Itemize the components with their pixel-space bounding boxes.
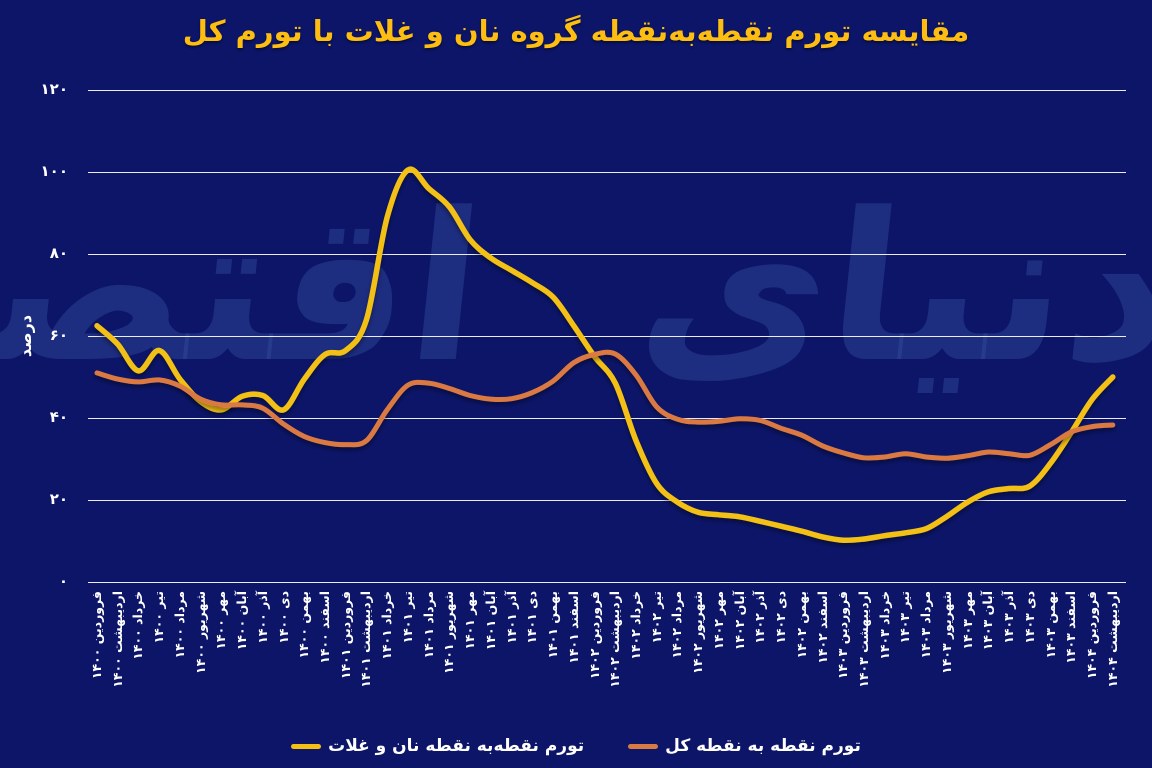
x-tick-label: اردیبهشت ۱۴۰۴ [1104,591,1120,688]
total-inflation-line [94,349,1116,461]
x-tick-label: دی ۱۴۰۳ [1021,591,1037,644]
x-tick-label: آبان ۱۴۰۳ [980,591,996,651]
x-tick-label: اسفند ۱۴۰۳ [1063,591,1079,664]
x-tick-label: خرداد ۱۴۰۱ [379,591,395,660]
x-tick-label: اردیبهشت ۱۴۰۲ [607,591,623,688]
gridline-0 [88,582,1126,583]
x-tick-label: تیر ۱۴۰۲ [648,591,664,644]
x-tick-label: بهمن ۱۴۰۰ [296,591,312,659]
x-tick-label: تیر ۱۴۰۳ [897,591,913,644]
x-tick-label: مهر ۱۴۰۲ [710,591,726,650]
x-tick-label: مهر ۱۴۰۰ [213,591,229,650]
y-tick-label: ۲۰ [49,490,68,508]
legend-item-bread-cereals: تورم نقطه‌به نقطه نان و غلات [291,736,584,756]
legend: تورم نقطه‌به نقطه نان و غلات تورم نقطه ب… [0,736,1152,756]
x-tick-label: خرداد ۱۴۰۰ [130,591,146,660]
x-tick-label: اسفند ۱۴۰۲ [814,591,830,664]
x-tick-label: خرداد ۱۴۰۲ [627,591,643,660]
x-tick-label: آذر ۱۴۰۱ [503,591,519,644]
y-tick-label: ۸۰ [49,244,68,262]
y-tick-label: ۴۰ [49,408,68,426]
y-axis-title: درصد [16,314,35,358]
x-tick-label: مرداد ۱۴۰۳ [918,591,934,659]
x-tick-label: تیر ۱۴۰۱ [399,591,415,644]
x-tick-label: اردیبهشت ۱۴۰۳ [856,591,871,688]
x-tick-label: آبان ۱۴۰۱ [482,591,498,651]
y-tick-label: ۰ [58,572,68,590]
x-tick-label: دی ۱۴۰۱ [524,591,540,644]
total-line-marker [628,743,659,749]
x-tick-label: مرداد ۱۴۰۱ [420,591,436,659]
x-tick-label: فروردین ۱۴۰۲ [586,591,602,680]
x-tick-label: شهریور ۱۴۰۲ [690,591,706,674]
x-tick-label: بهمن ۱۴۰۳ [1042,591,1058,659]
gridline-60 [88,336,1126,337]
legend-label-bread-cereals: تورم نقطه‌به نقطه نان و غلات [328,736,585,756]
x-tick-label: خرداد ۱۴۰۳ [876,591,892,660]
x-tick-label: اردیبهشت ۱۴۰۰ [109,591,125,688]
x-tick-label: مرداد ۱۴۰۲ [669,591,685,659]
y-tick-label: ۶۰ [49,326,68,344]
x-tick-label: مهر ۱۴۰۱ [462,591,478,650]
x-tick-label: آذر ۱۴۰۰ [254,591,270,644]
gridline-40 [88,418,1126,419]
bread-cereals-inflation-line [94,166,1116,544]
x-tick-label: شهریور ۱۴۰۱ [441,591,457,674]
gridline-20 [88,500,1126,501]
x-tick-label: دی ۱۴۰۲ [773,591,789,644]
x-tick-label: آذر ۱۴۰۳ [1001,591,1017,644]
chart-title: مقایسه تورم نقطه‌به‌نقطه گروه نان و غلات… [182,14,970,48]
y-tick-label: ۱۲۰ [40,80,68,98]
gridline-100 [88,172,1126,173]
x-tick-label: شهریور ۱۴۰۰ [192,591,208,674]
x-tick-label: اسفند ۱۴۰۰ [317,591,333,664]
x-tick-label: مرداد ۱۴۰۰ [171,591,187,659]
x-tick-label: فروردین ۱۴۰۳ [835,591,851,680]
x-tick-label: بهمن ۱۴۰۲ [793,591,809,659]
gridline-80 [88,254,1126,255]
x-tick-label: تیر ۱۴۰۰ [151,591,167,644]
x-tick-label: فروردین ۱۴۰۴ [1084,591,1100,680]
x-tick-label: دی ۱۴۰۰ [275,591,291,644]
x-tick-label: مهر ۱۴۰۳ [959,591,975,650]
x-tick-label: فروردین ۱۴۰۱ [337,591,353,680]
x-tick-label: اردیبهشت ۱۴۰۱ [358,591,374,688]
x-tick-label: آذر ۱۴۰۲ [752,591,768,644]
y-tick-label: ۱۰۰ [40,162,68,180]
bread-cereals-line-marker [291,743,322,749]
x-tick-label: شهریور ۱۴۰۳ [938,591,954,674]
legend-item-total: تورم نقطه به نقطه کل [628,736,861,756]
x-tick-label: بهمن ۱۴۰۱ [545,591,561,659]
x-tick-label: اسفند ۱۴۰۱ [565,591,581,664]
x-tick-label: آبان ۱۴۰۲ [731,591,747,651]
legend-label-total: تورم نقطه به نقطه کل [665,736,861,756]
x-tick-label: آبان ۱۴۰۰ [234,591,250,651]
x-tick-label: فروردین ۱۴۰۰ [89,591,104,680]
gridline-120 [88,90,1126,91]
